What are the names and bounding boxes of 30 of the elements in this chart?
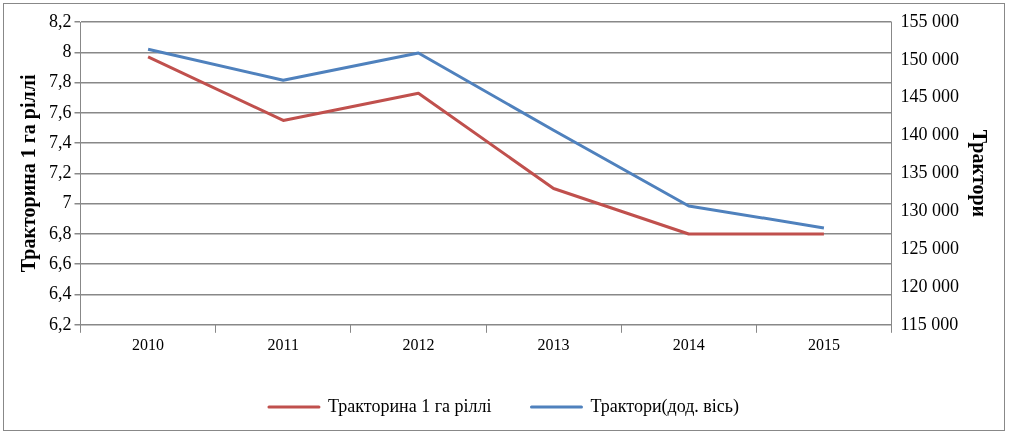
y-tick-label: 6,4 (49, 283, 72, 304)
y-tick-label: 7,2 (49, 162, 72, 183)
y-axis-title: Тракторина 1 га ріллі (17, 74, 41, 273)
x-tick-label: 2013 (537, 335, 570, 353)
y-tick-label: 7 (62, 192, 72, 213)
y-tick-label: 7,8 (49, 71, 72, 92)
x-tick-label: 2015 (807, 335, 840, 353)
x-tick-label: 2014 (672, 335, 705, 353)
y2-tick-label: 130 000 (900, 199, 959, 220)
y2-axis-title: Трактори (967, 129, 991, 218)
x-tick-label: 2011 (267, 335, 299, 353)
legend-label: Трактори(дод. вісь) (590, 395, 740, 417)
y-tick-label: 7,4 (49, 131, 72, 152)
y2-tick-label: 155 000 (900, 10, 959, 31)
y-tick-label: 6,8 (49, 222, 72, 243)
x-tick-label: 2010 (132, 335, 165, 353)
y2-tick-label: 135 000 (900, 162, 959, 183)
y-tick-label: 6,2 (49, 313, 72, 334)
x-tick-label: 2012 (402, 335, 435, 353)
y-tick-label: 8 (62, 41, 72, 62)
y2-tick-label: 140 000 (900, 124, 959, 145)
y-tick-label: 6,6 (49, 252, 72, 273)
y2-tick-label: 125 000 (900, 237, 959, 258)
y-tick-label: 8,2 (49, 10, 72, 31)
y2-tick-label: 120 000 (900, 275, 959, 296)
y2-tick-label: 115 000 (900, 313, 959, 334)
y-tick-label: 7,6 (49, 101, 72, 122)
y2-tick-label: 150 000 (900, 48, 959, 69)
legend-label: Тракторина 1 га ріллі (327, 395, 492, 416)
y2-tick-label: 145 000 (900, 86, 959, 107)
